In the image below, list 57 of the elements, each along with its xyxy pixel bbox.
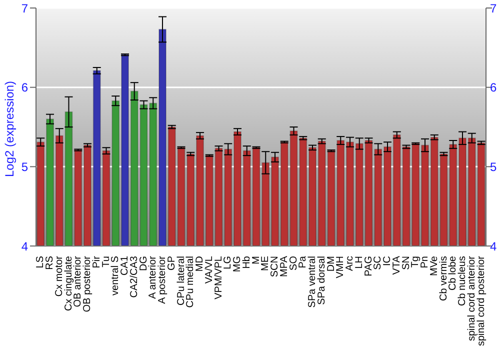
x-tick-label: MVe <box>428 256 440 276</box>
y-tick-label: 6 <box>21 80 28 95</box>
y-tick-label: 4 <box>21 239 28 254</box>
x-tick-label: Tg <box>410 256 422 268</box>
x-tick-label: LH <box>354 256 365 269</box>
x-tick-label: SCN <box>270 256 281 278</box>
x-tick-label: SPa dorsal <box>316 256 328 305</box>
x-tick-label: LS <box>35 256 46 268</box>
x-tick-label: VMH <box>335 256 346 278</box>
x-tick-label: LG <box>222 256 234 270</box>
y2-tick-label: 7 <box>490 1 497 16</box>
x-tick-label: OB posterior <box>82 255 94 312</box>
x-tick-label: DG <box>138 256 150 271</box>
x-tick-label: MG <box>232 256 244 272</box>
x-tick-label: Cb nucleus <box>457 256 468 306</box>
x-tick-label: Cb lobe <box>448 256 459 290</box>
x-tick-label: RS <box>44 256 56 270</box>
x-tick-label: OB anterior <box>72 255 84 308</box>
x-tick-label: GP <box>166 256 178 270</box>
x-tick-label: spinal cord posterior <box>476 255 487 346</box>
x-tick-label: Cx motor <box>54 255 65 297</box>
x-tick-label: Cb vermis <box>438 256 450 302</box>
y-tick-label: 5 <box>21 160 28 174</box>
x-tick-label: A posterior <box>157 255 168 304</box>
x-tick-label: DM <box>326 256 337 272</box>
x-tick-label: VTA <box>391 256 402 275</box>
x-tick-label: CPu medial <box>185 256 196 308</box>
x-tick-label: IC <box>382 256 394 266</box>
x-tick-label: MD <box>194 256 206 272</box>
y2-tick-label: 6 <box>490 80 497 95</box>
x-tick-label: ME <box>260 256 272 271</box>
x-tick-label: ventral S <box>110 256 122 296</box>
x-tick-label: VA/VL <box>204 256 215 284</box>
y-axis-title: Log2 (expression) <box>2 80 16 177</box>
x-tick-label: Pa <box>298 256 309 268</box>
x-tick-label: SC <box>372 256 384 270</box>
x-tick-label: VPM/VPL <box>213 256 224 300</box>
x-tick-label: A anterior <box>148 255 159 299</box>
x-tick-label: PAG <box>363 256 374 276</box>
x-tick-label: Hb <box>241 256 252 269</box>
x-tick-label: CA1 <box>120 256 131 276</box>
x-tick-label: M <box>250 256 262 264</box>
y2-tick-label: 5 <box>490 160 497 174</box>
x-tick-label: Pir <box>91 255 102 268</box>
x-tick-label: CPu lateral <box>176 256 187 306</box>
x-tick-label: Arc <box>344 256 356 271</box>
x-tick-label: SN <box>400 256 412 270</box>
x-tick-label: CA2/CA3 <box>128 256 140 298</box>
x-tick-label: Cx cingulate <box>63 256 74 312</box>
x-tick-label: MPA <box>278 256 290 277</box>
x-tick-label: Pn <box>420 256 431 268</box>
x-tick-label: SPa ventral <box>307 256 318 308</box>
y2-tick-label: 4 <box>490 239 497 254</box>
x-tick-label: Tu <box>100 256 112 268</box>
x-tick-label: spinal cord anterior <box>466 255 478 342</box>
x-tick-label: SO <box>288 256 300 270</box>
y-tick-label: 7 <box>21 1 28 16</box>
